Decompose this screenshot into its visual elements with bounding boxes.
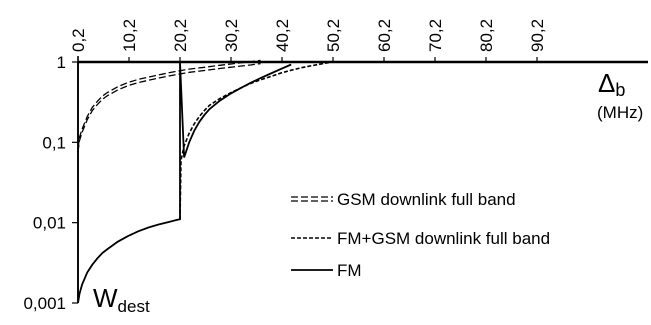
x-tick-label: 30,2 [222,19,241,52]
x-tick-label: 70,2 [426,19,445,52]
legend-entry: FM+GSM downlink full band [337,229,550,248]
x-tick-label: 90,2 [528,19,547,52]
x-tick-label: 40,2 [273,19,292,52]
series-line-2 [77,61,292,304]
x-tick-label: 10,2 [120,19,139,52]
x-tick-label: 50,2 [324,19,343,52]
y-tick-label: 0,01 [33,214,66,233]
series-layer [77,59,333,304]
x-axis-unit: (MHz) [597,103,643,122]
x-tick-label: 0,2 [69,28,88,52]
series-gsm-line-b [77,62,261,152]
x-tick-label: 60,2 [375,19,394,52]
y-tick-label: 1 [57,53,66,72]
y-axis-title: Wdest [93,283,150,316]
series-gsm-line-a [77,59,261,149]
x-tick-label: 80,2 [477,19,496,52]
labels: 0,2 10,2 20,2 30,2 40,2 50,2 60,2 70,2 80,2 90,2 1… [23,19,643,316]
y-tick-label: 0,1 [42,133,66,152]
y-tick-label: 0,001 [23,294,66,313]
x-tick-label: 20,2 [171,19,190,52]
legend-entry: GSM downlink full band [337,190,516,209]
x-axis-title: Δb [598,68,625,100]
legend-entry: FM [337,261,362,280]
series-line-1 [179,61,333,220]
axes [72,56,648,304]
legend: GSM downlink full band FM+GSM downlink fu… [291,190,550,280]
